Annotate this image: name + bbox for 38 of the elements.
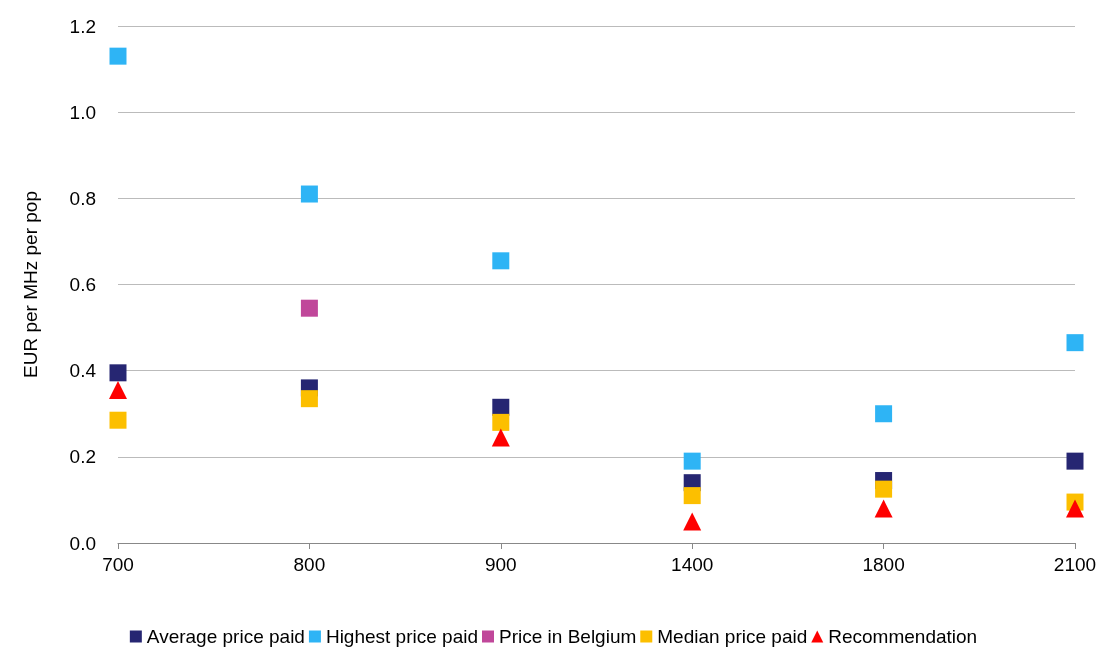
point xyxy=(109,381,127,400)
point xyxy=(492,252,510,270)
y-tick-label: 1.0 xyxy=(69,101,96,123)
y-tick-label: 0.8 xyxy=(69,187,96,209)
point xyxy=(874,499,893,518)
point xyxy=(109,364,127,382)
point xyxy=(1066,499,1084,518)
point xyxy=(300,390,318,408)
point xyxy=(492,413,510,431)
legend-label: Price in Belgium xyxy=(499,626,637,647)
y-axis-title: EUR per MHz per pop xyxy=(20,191,41,378)
point xyxy=(109,411,127,429)
x-tick-label: 900 xyxy=(484,554,517,575)
point xyxy=(683,487,701,505)
point xyxy=(1066,452,1084,470)
point xyxy=(300,185,318,203)
point xyxy=(1066,334,1084,352)
point xyxy=(683,512,702,531)
point xyxy=(875,405,893,423)
y-tick-label: 0.4 xyxy=(69,360,97,382)
legend-label: Recommendation xyxy=(828,626,978,647)
x-tick-label: 800 xyxy=(293,554,326,575)
y-tick-label: 0.0 xyxy=(69,532,96,554)
x-tick-label: 1800 xyxy=(862,554,905,575)
point xyxy=(491,428,510,447)
x-tick-label: 1400 xyxy=(671,554,714,575)
y-tick-label: 0.2 xyxy=(69,446,96,468)
point xyxy=(875,480,893,498)
y-tick-label: 0.6 xyxy=(69,274,96,295)
point xyxy=(683,452,701,470)
y-tick-label: 1.2 xyxy=(69,15,96,37)
x-tick-label: 700 xyxy=(102,554,134,575)
point xyxy=(300,299,318,317)
legend-label: Highest price paid xyxy=(325,626,479,647)
legend-label: Median price paid xyxy=(657,626,808,647)
point xyxy=(109,47,127,65)
legend-label: Average price paid xyxy=(146,626,305,647)
x-tick-label: 2100 xyxy=(1053,554,1097,575)
